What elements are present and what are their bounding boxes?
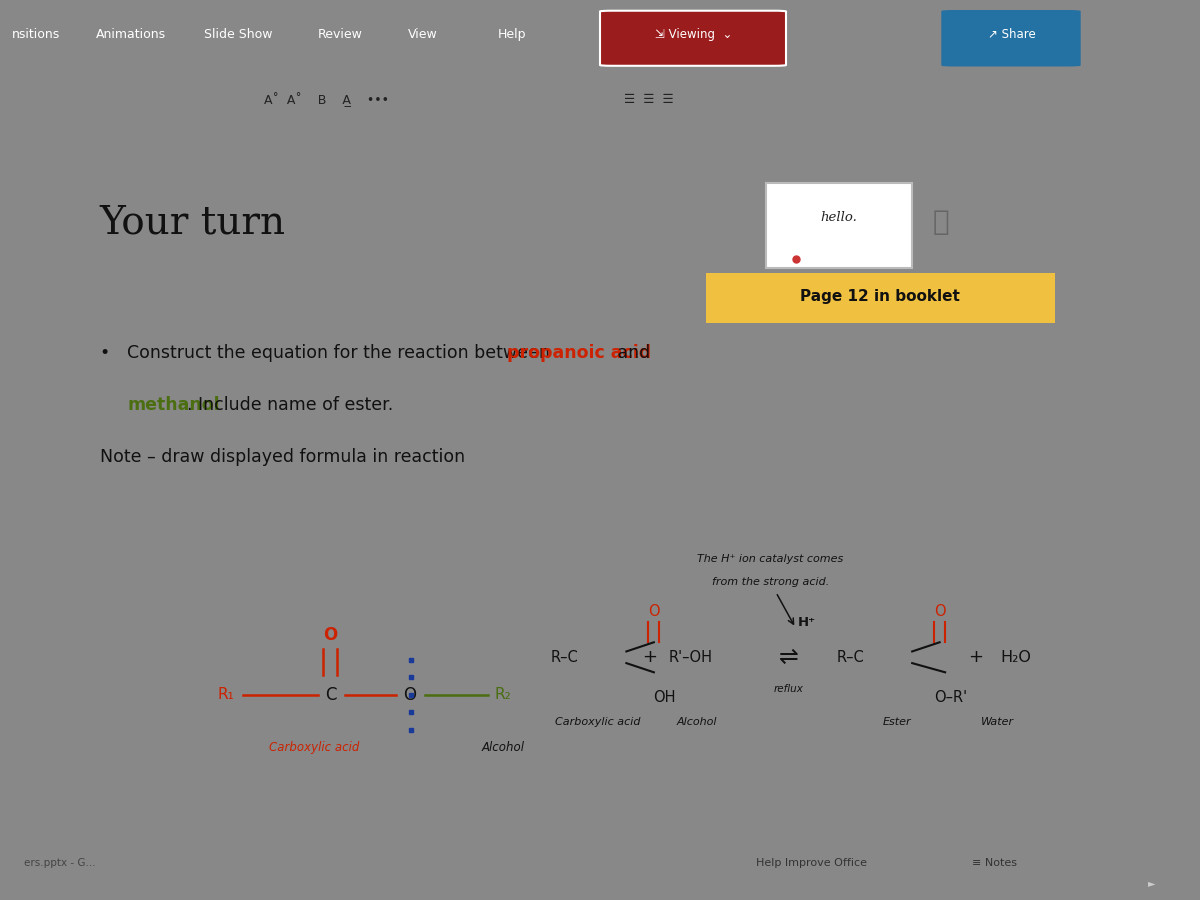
Text: R–C: R–C: [551, 650, 578, 665]
Text: ■: ■: [944, 878, 952, 887]
Text: and: and: [612, 345, 650, 363]
Text: O–R': O–R': [934, 689, 967, 705]
Text: methanol: methanol: [127, 396, 220, 414]
Text: O: O: [934, 604, 946, 619]
Text: O: O: [403, 686, 416, 704]
Text: ■: ■: [800, 878, 808, 887]
Text: Help Improve Office: Help Improve Office: [756, 858, 866, 868]
Text: nsitions: nsitions: [12, 28, 60, 40]
Text: from the strong acid.: from the strong acid.: [712, 577, 829, 587]
Text: Alcohol: Alcohol: [481, 741, 524, 753]
Text: ☰  ☰  ☰: ☰ ☰ ☰: [624, 94, 673, 106]
Text: Construct the equation for the reaction between: Construct the equation for the reaction …: [127, 345, 556, 363]
Text: propanoic acid: propanoic acid: [508, 345, 652, 363]
Text: ⇲ Viewing  ⌄: ⇲ Viewing ⌄: [655, 28, 732, 40]
Text: H⁺: H⁺: [798, 616, 816, 629]
Text: ↗ Share: ↗ Share: [988, 28, 1036, 40]
Text: Your turn: Your turn: [100, 205, 286, 242]
Text: ■: ■: [704, 878, 712, 887]
Text: O: O: [324, 626, 338, 644]
Text: reflux: reflux: [774, 684, 804, 694]
Text: Ester: Ester: [882, 717, 911, 727]
Text: ■: ■: [752, 878, 760, 887]
Text: ≡ Notes: ≡ Notes: [972, 858, 1018, 868]
Text: OH: OH: [654, 689, 676, 705]
Text: 📋: 📋: [932, 208, 949, 236]
Text: View: View: [408, 28, 438, 40]
Text: Page 12 in booklet: Page 12 in booklet: [800, 289, 960, 303]
Text: Help: Help: [498, 28, 527, 40]
Text: +: +: [968, 648, 984, 666]
Text: ⇌: ⇌: [779, 645, 799, 670]
Text: . Include name of ester.: . Include name of ester.: [187, 396, 394, 414]
Text: Carboxylic acid: Carboxylic acid: [269, 741, 359, 753]
Text: A˚  A˚    B    A̲    •••: A˚ A˚ B A̲ •••: [264, 93, 389, 107]
Text: ■: ■: [896, 878, 904, 887]
Text: •: •: [100, 345, 110, 363]
Text: +: +: [642, 648, 656, 666]
Text: Slide Show: Slide Show: [204, 28, 272, 40]
Text: O: O: [648, 604, 660, 619]
Text: Review: Review: [318, 28, 362, 40]
FancyBboxPatch shape: [600, 11, 786, 66]
Text: The H⁺ ion catalyst comes: The H⁺ ion catalyst comes: [697, 554, 844, 563]
Text: hello.: hello.: [820, 212, 857, 224]
FancyBboxPatch shape: [942, 11, 1080, 66]
Text: R₁: R₁: [218, 688, 235, 702]
Text: ►: ►: [1148, 878, 1156, 888]
Text: R–C: R–C: [836, 650, 864, 665]
Text: ers.pptx - G...: ers.pptx - G...: [24, 858, 96, 868]
Text: H₂O: H₂O: [1000, 650, 1031, 665]
Text: ■: ■: [848, 878, 856, 887]
Text: Water: Water: [982, 717, 1014, 727]
Text: Animations: Animations: [96, 28, 166, 40]
Text: Carboxylic acid: Carboxylic acid: [556, 717, 641, 727]
FancyBboxPatch shape: [766, 183, 912, 268]
FancyBboxPatch shape: [706, 273, 1055, 323]
Text: R'–OH: R'–OH: [668, 650, 712, 665]
Text: C: C: [325, 686, 336, 704]
Text: Note – draw displayed formula in reaction: Note – draw displayed formula in reactio…: [100, 448, 464, 466]
Text: R₂: R₂: [494, 688, 511, 702]
Text: Alcohol: Alcohol: [677, 717, 716, 727]
Text: ■: ■: [656, 878, 664, 887]
